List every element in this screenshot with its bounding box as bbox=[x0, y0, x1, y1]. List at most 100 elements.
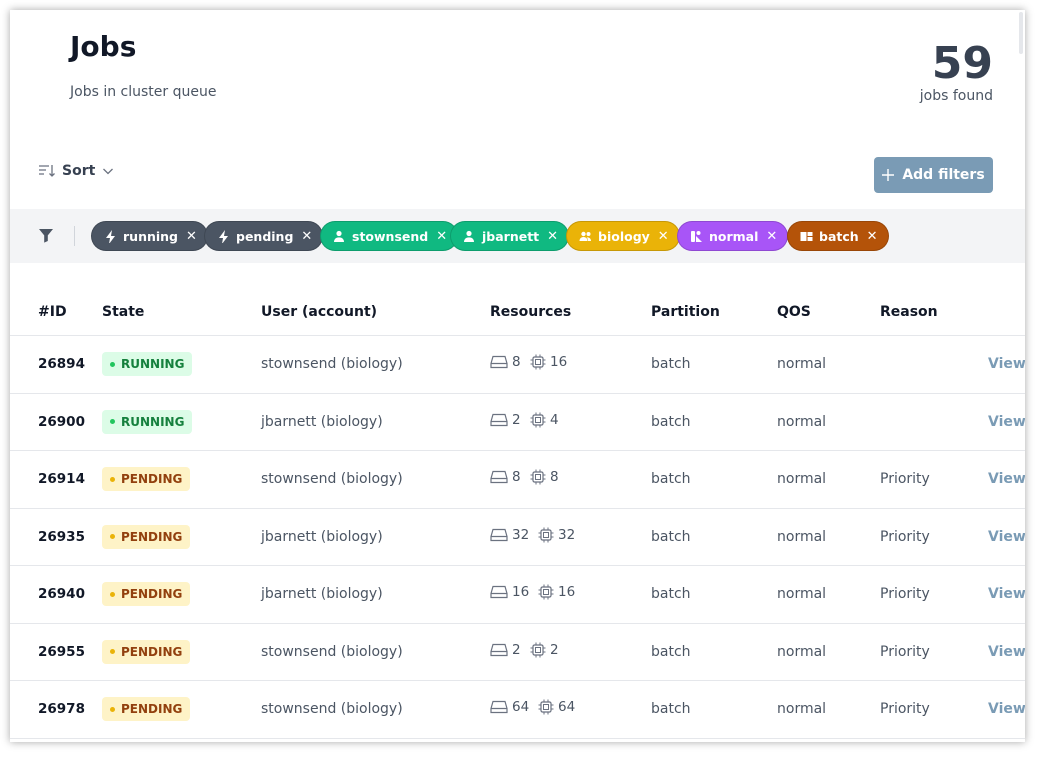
status-dot bbox=[110, 591, 115, 597]
page-subtitle: Jobs in cluster queue bbox=[70, 84, 217, 100]
jobs-count-number: 59 bbox=[931, 38, 993, 89]
jobs-count: 59 jobs found bbox=[920, 38, 993, 104]
cpu-icon bbox=[530, 469, 546, 485]
table-row: 26900 RUNNING jbarnett (biology) 2 4 batch nor… bbox=[10, 394, 1025, 451]
filter-chip-batch[interactable]: batch ✕ bbox=[787, 221, 889, 251]
status-dot bbox=[110, 476, 115, 482]
cpu-icon bbox=[538, 699, 554, 715]
filter-chip-label: biology bbox=[598, 228, 650, 244]
cpu-icon bbox=[530, 412, 546, 427]
qos: normal bbox=[777, 471, 827, 487]
view-link[interactable]: View bbox=[988, 643, 1025, 660]
status-dot bbox=[110, 419, 115, 424]
reason: Priority bbox=[880, 528, 930, 545]
nodes-resource: 8 bbox=[490, 469, 521, 485]
user-account: jbarnett (biology) bbox=[261, 528, 383, 545]
status-badge: PENDING bbox=[102, 524, 191, 549]
close-icon[interactable]: ✕ bbox=[866, 228, 878, 244]
qos: normal bbox=[777, 701, 827, 717]
filter-chip-label: normal bbox=[709, 228, 759, 244]
user-account: stownsend (biology) bbox=[261, 701, 403, 717]
filter-chip-normal[interactable]: normal ✕ bbox=[677, 221, 789, 251]
view-link[interactable]: View bbox=[988, 528, 1025, 545]
job-id: 26940 bbox=[38, 586, 85, 602]
close-icon[interactable]: ✕ bbox=[547, 228, 559, 244]
partition-icon bbox=[800, 231, 813, 241]
nodes-count: 32 bbox=[512, 526, 530, 543]
sort-button[interactable]: Sort bbox=[38, 163, 115, 179]
view-link[interactable]: View bbox=[988, 356, 1025, 372]
filter-chip-stownsend[interactable]: stownsend ✕ bbox=[320, 221, 459, 251]
reason: Priority bbox=[880, 586, 930, 602]
status-dot bbox=[110, 649, 115, 654]
bolt-icon bbox=[106, 229, 115, 243]
job-id: 26955 bbox=[38, 643, 85, 660]
status-dot bbox=[110, 361, 115, 367]
cpus-resource: 16 bbox=[538, 584, 575, 600]
plus-icon bbox=[882, 169, 895, 181]
user-account: jbarnett (biology) bbox=[261, 586, 383, 602]
close-icon[interactable]: ✕ bbox=[186, 228, 197, 244]
cpus-resource: 2 bbox=[530, 642, 559, 658]
add-filters-button[interactable]: Add filters bbox=[874, 157, 993, 193]
status-label: PENDING bbox=[121, 472, 183, 486]
close-icon[interactable]: ✕ bbox=[766, 228, 778, 244]
nodes-icon bbox=[490, 355, 508, 369]
view-link[interactable]: View bbox=[988, 413, 1025, 430]
nodes-count: 8 bbox=[512, 469, 521, 485]
nodes-resource: 64 bbox=[490, 699, 529, 715]
cpus-count: 8 bbox=[550, 469, 559, 485]
page-title: Jobs bbox=[70, 30, 137, 63]
cpus-resource: 64 bbox=[538, 699, 575, 715]
column-id[interactable]: #ID bbox=[38, 304, 67, 320]
nodes-resource: 32 bbox=[490, 527, 529, 543]
filter-chip-label: pending bbox=[236, 228, 294, 244]
status-label: PENDING bbox=[121, 702, 183, 716]
view-link[interactable]: View bbox=[988, 701, 1025, 717]
filter-chip-running[interactable]: running ✕ bbox=[91, 221, 208, 251]
column-qos[interactable]: QOS bbox=[777, 304, 811, 320]
view-link[interactable]: View bbox=[988, 586, 1025, 602]
cpu-icon bbox=[530, 642, 546, 657]
close-icon[interactable]: ✕ bbox=[301, 228, 313, 244]
filter-chip-biology[interactable]: biology ✕ bbox=[566, 221, 680, 251]
filter-chip-label: running bbox=[123, 228, 178, 244]
reason: Priority bbox=[880, 643, 930, 660]
column-user[interactable]: User (account) bbox=[261, 304, 378, 320]
nodes-icon bbox=[490, 413, 508, 426]
status-dot bbox=[110, 706, 115, 712]
scrollbar[interactable] bbox=[1019, 12, 1023, 54]
cpus-count: 16 bbox=[550, 354, 568, 370]
column-reason[interactable]: Reason bbox=[880, 304, 938, 320]
chevron-down-icon bbox=[103, 168, 114, 175]
partition: batch bbox=[651, 471, 691, 487]
filter-chip-pending[interactable]: pending ✕ bbox=[204, 221, 324, 251]
nodes-count: 64 bbox=[512, 699, 530, 715]
add-filters-label: Add filters bbox=[902, 167, 985, 183]
sort-label: Sort bbox=[62, 163, 96, 179]
nodes-resource: 8 bbox=[490, 354, 521, 370]
filter-chip-jbarnett[interactable]: jbarnett ✕ bbox=[450, 221, 570, 251]
partition: batch bbox=[651, 586, 691, 602]
cpu-icon bbox=[530, 354, 546, 370]
view-link[interactable]: View bbox=[988, 471, 1025, 487]
user-icon bbox=[464, 230, 474, 242]
column-resources[interactable]: Resources bbox=[490, 304, 572, 320]
filter-chip-label: jbarnett bbox=[482, 228, 540, 244]
nodes-resource: 16 bbox=[490, 584, 529, 600]
close-icon[interactable]: ✕ bbox=[657, 228, 669, 244]
qos: normal bbox=[777, 413, 827, 430]
partition: batch bbox=[651, 528, 691, 545]
column-partition[interactable]: Partition bbox=[651, 304, 720, 320]
cpus-count: 16 bbox=[558, 584, 576, 600]
status-badge: PENDING bbox=[102, 697, 191, 721]
nodes-icon bbox=[490, 470, 508, 484]
close-icon[interactable]: ✕ bbox=[436, 228, 448, 244]
users-icon bbox=[579, 231, 591, 241]
job-id: 26978 bbox=[38, 701, 85, 717]
column-state[interactable]: State bbox=[102, 304, 145, 320]
nodes-icon bbox=[490, 643, 508, 656]
cpu-icon bbox=[538, 584, 554, 600]
status-badge: PENDING bbox=[102, 467, 191, 491]
partition: batch bbox=[651, 701, 691, 717]
